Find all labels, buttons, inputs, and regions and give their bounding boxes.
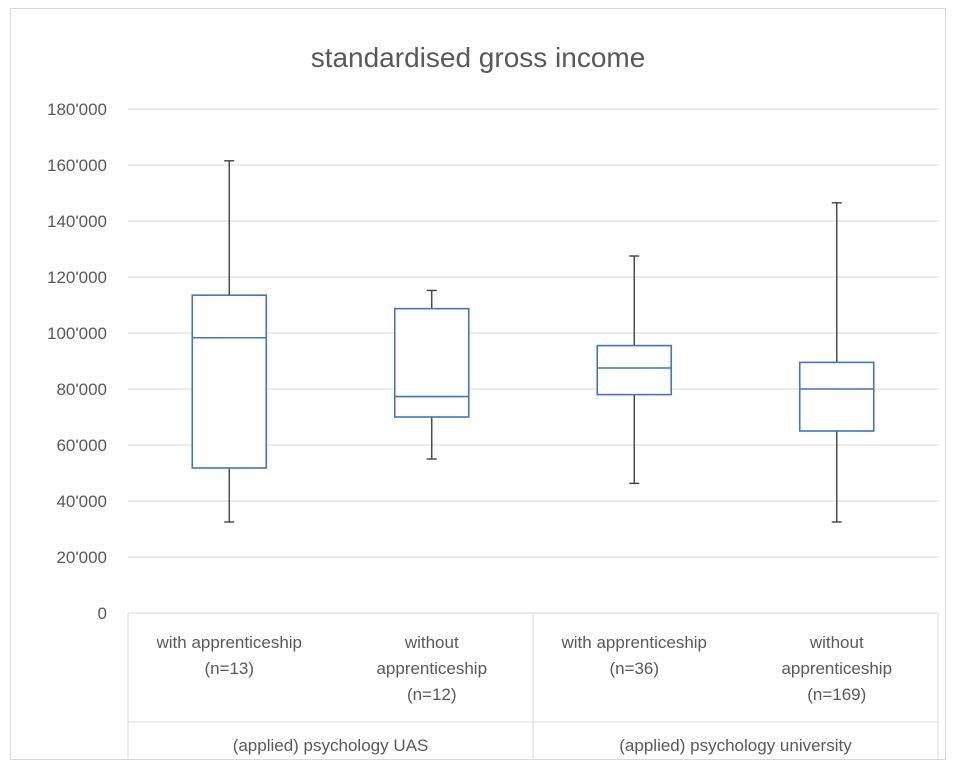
chart-title: standardised gross income xyxy=(311,42,646,73)
y-tick-label: 180'000 xyxy=(47,100,107,119)
category-label: apprenticeship xyxy=(781,659,892,678)
category-label: (n=12) xyxy=(407,685,457,704)
category-label: with apprenticeship xyxy=(155,633,302,652)
y-tick-label: 0 xyxy=(98,604,107,623)
y-tick-label: 100'000 xyxy=(47,324,107,343)
category-axis: (applied) psychology UAS with apprentices… xyxy=(127,613,939,759)
y-tick-label: 60'000 xyxy=(56,436,107,455)
boxes-layer xyxy=(191,160,875,523)
category-label: without xyxy=(809,633,864,652)
y-tick-label: 40'000 xyxy=(56,492,107,511)
y-tick-label: 160'000 xyxy=(47,156,107,175)
y-tick-label: 80'000 xyxy=(56,380,107,399)
category-label: with apprenticeship xyxy=(560,633,707,652)
iqr-box xyxy=(393,307,470,418)
y-tick-label: 120'000 xyxy=(47,268,107,287)
y-tick-label: 140'000 xyxy=(47,212,107,231)
y-tick-label: 20'000 xyxy=(56,548,107,567)
category-label: without xyxy=(404,633,459,652)
y-axis-ticks: 0 20'000 40'000 60'000 80'000 100'000 120'000 1… xyxy=(47,100,107,623)
group-label: (applied) psychology UAS xyxy=(233,736,429,755)
category-label: (n=13) xyxy=(204,659,254,678)
iqr-box xyxy=(191,294,268,469)
category-label: (n=36) xyxy=(609,659,659,678)
iqr-box xyxy=(798,361,875,432)
category-label: (n=169) xyxy=(807,685,866,704)
group-label: (applied) psychology university xyxy=(619,736,852,755)
box-plot-chart: standardised gross income 0 20'000 40'000 6… xyxy=(47,42,939,759)
iqr-box xyxy=(596,344,673,396)
category-label: apprenticeship xyxy=(376,659,487,678)
chart-frame: standardised gross income 0 20'000 40'000 6… xyxy=(10,8,946,760)
